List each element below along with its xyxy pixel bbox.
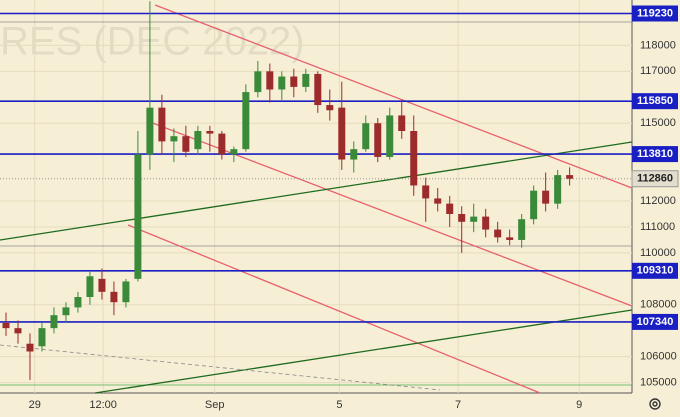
y-tick-label: 117000 <box>640 65 676 77</box>
candle-body <box>38 328 46 347</box>
level-label: 107340 <box>637 316 674 328</box>
candle-body <box>50 315 58 329</box>
candle-body <box>266 71 274 90</box>
y-tick-label: 118000 <box>640 39 676 51</box>
level-label-box <box>632 146 678 163</box>
candle-body <box>74 297 82 308</box>
candle-body <box>86 276 94 298</box>
candle-body <box>566 175 574 179</box>
candle-body <box>506 237 514 240</box>
level-label: 119230 <box>637 7 673 19</box>
candle-body <box>242 92 250 150</box>
level-label: 113810 <box>637 148 673 160</box>
y-tick-label: 115000 <box>640 117 676 129</box>
candle-body <box>410 131 418 186</box>
y-tick-label: 112000 <box>640 195 676 207</box>
candle-body <box>170 136 178 142</box>
drawings <box>0 4 633 394</box>
x-tick-label: 7 <box>455 399 461 411</box>
candle-body <box>518 219 526 240</box>
trend-line <box>149 121 633 307</box>
candle-body <box>554 175 562 204</box>
candle-body <box>314 73 322 106</box>
candle-body <box>494 229 502 238</box>
candle-body <box>434 198 442 204</box>
trend-line <box>0 141 633 241</box>
price-axis <box>632 0 680 417</box>
candle-body <box>182 136 190 152</box>
candle-body <box>62 307 70 316</box>
candle-body <box>350 149 358 160</box>
candle-body <box>326 105 334 111</box>
candle-body <box>338 107 346 160</box>
candle-body <box>26 343 34 352</box>
candle-body <box>230 149 238 155</box>
gear-hub[interactable] <box>652 401 658 407</box>
settings-icon[interactable] <box>649 398 661 410</box>
candle-body <box>110 291 118 303</box>
candle-body <box>278 76 286 90</box>
y-tick-label: 105000 <box>640 377 677 389</box>
candle-body <box>218 133 226 155</box>
y-tick-label: 108000 <box>640 299 677 311</box>
candle-body <box>374 123 382 157</box>
trend-line <box>127 224 541 394</box>
level-label-box <box>632 262 678 279</box>
candle-body <box>446 203 454 215</box>
candle-body <box>98 278 106 292</box>
candle-body <box>398 115 406 131</box>
candle-body <box>422 185 430 199</box>
level-label: 109310 <box>637 265 674 277</box>
plot-background <box>0 0 632 393</box>
candle-body <box>122 281 130 303</box>
x-tick-label: Sep <box>205 399 225 411</box>
candle-body <box>134 154 142 279</box>
trend-line <box>94 309 633 394</box>
trend-line <box>0 344 441 391</box>
candle-body <box>470 216 478 222</box>
candle-body <box>254 71 262 93</box>
last-price-label: 112860 <box>637 173 673 185</box>
candle-body <box>458 214 466 222</box>
level-label: 115850 <box>637 95 673 107</box>
gear[interactable] <box>649 398 661 410</box>
x-tick-label: 9 <box>576 399 582 411</box>
level-label-box <box>632 313 678 330</box>
y-tick-label: 106000 <box>640 351 677 363</box>
candle-body <box>2 322 10 329</box>
candle-body <box>146 107 154 155</box>
candle-body <box>542 190 550 204</box>
watermark: RES (DEC 2022) <box>0 20 305 64</box>
candle-body <box>362 123 370 150</box>
candle-body <box>530 190 538 220</box>
trend-line <box>154 4 633 189</box>
candle-body <box>14 328 22 334</box>
y-tick-label: 110000 <box>640 247 676 259</box>
x-tick-label: 12:00 <box>89 399 117 411</box>
candle-body <box>206 131 214 134</box>
candle-body <box>194 131 202 150</box>
candle-body <box>158 107 166 142</box>
candle-body <box>290 76 298 87</box>
candle-body <box>386 115 394 157</box>
x-tick-label: 29 <box>29 399 41 411</box>
last-price-box <box>631 170 679 188</box>
y-tick-label: 111000 <box>640 221 675 233</box>
time-axis <box>0 393 632 417</box>
x-tick-label: 5 <box>336 399 342 411</box>
level-label-box <box>632 5 678 22</box>
candle-body <box>482 216 490 230</box>
candle-body <box>302 73 310 87</box>
level-label-box <box>632 93 678 110</box>
